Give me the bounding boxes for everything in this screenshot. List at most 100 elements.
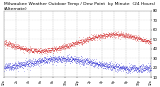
Point bbox=[135, 40, 138, 42]
Point bbox=[79, 40, 81, 41]
Point bbox=[139, 65, 142, 66]
Point bbox=[24, 62, 26, 63]
Point bbox=[7, 69, 10, 71]
Point bbox=[48, 57, 51, 58]
Point bbox=[16, 65, 19, 66]
Point bbox=[103, 33, 105, 35]
Point bbox=[133, 70, 136, 71]
Point bbox=[11, 45, 13, 46]
Point bbox=[37, 51, 40, 52]
Point bbox=[103, 63, 106, 64]
Point bbox=[133, 37, 136, 38]
Point bbox=[79, 60, 82, 62]
Point bbox=[43, 50, 46, 52]
Point bbox=[72, 44, 75, 45]
Point bbox=[40, 51, 42, 53]
Point bbox=[111, 69, 113, 70]
Point bbox=[114, 65, 116, 67]
Point bbox=[58, 48, 61, 50]
Point bbox=[107, 63, 109, 65]
Point bbox=[20, 47, 23, 49]
Point bbox=[15, 49, 17, 50]
Point bbox=[105, 36, 108, 37]
Point bbox=[21, 48, 24, 49]
Point bbox=[63, 58, 65, 59]
Point bbox=[94, 36, 97, 37]
Point bbox=[15, 65, 17, 66]
Point bbox=[134, 36, 137, 37]
Point bbox=[15, 46, 18, 47]
Point bbox=[80, 55, 82, 56]
Point bbox=[122, 34, 124, 35]
Point bbox=[30, 64, 33, 65]
Point bbox=[9, 65, 11, 66]
Point bbox=[118, 64, 120, 66]
Point bbox=[86, 62, 88, 64]
Point bbox=[12, 67, 14, 68]
Point bbox=[36, 49, 39, 51]
Point bbox=[10, 65, 13, 66]
Point bbox=[94, 63, 96, 64]
Point bbox=[96, 61, 99, 63]
Point bbox=[134, 37, 137, 39]
Point bbox=[17, 62, 19, 63]
Point bbox=[28, 46, 31, 48]
Point bbox=[97, 63, 100, 64]
Point bbox=[17, 44, 19, 46]
Point bbox=[52, 63, 54, 65]
Point bbox=[82, 62, 84, 63]
Point bbox=[28, 49, 30, 51]
Point bbox=[67, 45, 70, 47]
Point bbox=[22, 48, 24, 50]
Point bbox=[14, 44, 17, 46]
Point bbox=[50, 59, 52, 60]
Point bbox=[74, 45, 76, 46]
Point bbox=[120, 68, 122, 69]
Point bbox=[99, 33, 102, 35]
Point bbox=[70, 60, 73, 61]
Point bbox=[5, 44, 8, 45]
Point bbox=[123, 67, 126, 68]
Point bbox=[127, 72, 129, 73]
Point bbox=[13, 44, 16, 46]
Point bbox=[5, 67, 8, 68]
Point bbox=[122, 65, 124, 67]
Point bbox=[85, 37, 88, 39]
Point bbox=[123, 36, 125, 38]
Point bbox=[8, 40, 10, 41]
Point bbox=[143, 41, 145, 42]
Point bbox=[125, 35, 127, 37]
Point bbox=[90, 62, 92, 63]
Point bbox=[40, 64, 43, 65]
Point bbox=[69, 62, 72, 63]
Point bbox=[52, 61, 55, 62]
Point bbox=[113, 66, 115, 68]
Point bbox=[80, 62, 83, 64]
Point bbox=[7, 63, 9, 65]
Point bbox=[49, 59, 52, 60]
Point bbox=[31, 63, 34, 65]
Point bbox=[87, 62, 90, 63]
Point bbox=[76, 62, 79, 63]
Point bbox=[106, 34, 109, 35]
Point bbox=[32, 61, 35, 62]
Point bbox=[93, 39, 95, 40]
Point bbox=[79, 42, 82, 43]
Point bbox=[149, 41, 152, 42]
Point bbox=[34, 61, 36, 62]
Point bbox=[63, 42, 65, 44]
Point bbox=[7, 43, 10, 45]
Point bbox=[27, 49, 29, 50]
Point bbox=[113, 67, 115, 68]
Point bbox=[97, 35, 100, 37]
Point bbox=[134, 39, 136, 40]
Point bbox=[25, 66, 28, 67]
Point bbox=[4, 66, 7, 68]
Point bbox=[43, 49, 46, 51]
Point bbox=[148, 70, 151, 72]
Point bbox=[17, 65, 20, 66]
Point bbox=[64, 45, 66, 46]
Point bbox=[50, 60, 53, 62]
Point bbox=[98, 34, 100, 35]
Point bbox=[38, 60, 41, 61]
